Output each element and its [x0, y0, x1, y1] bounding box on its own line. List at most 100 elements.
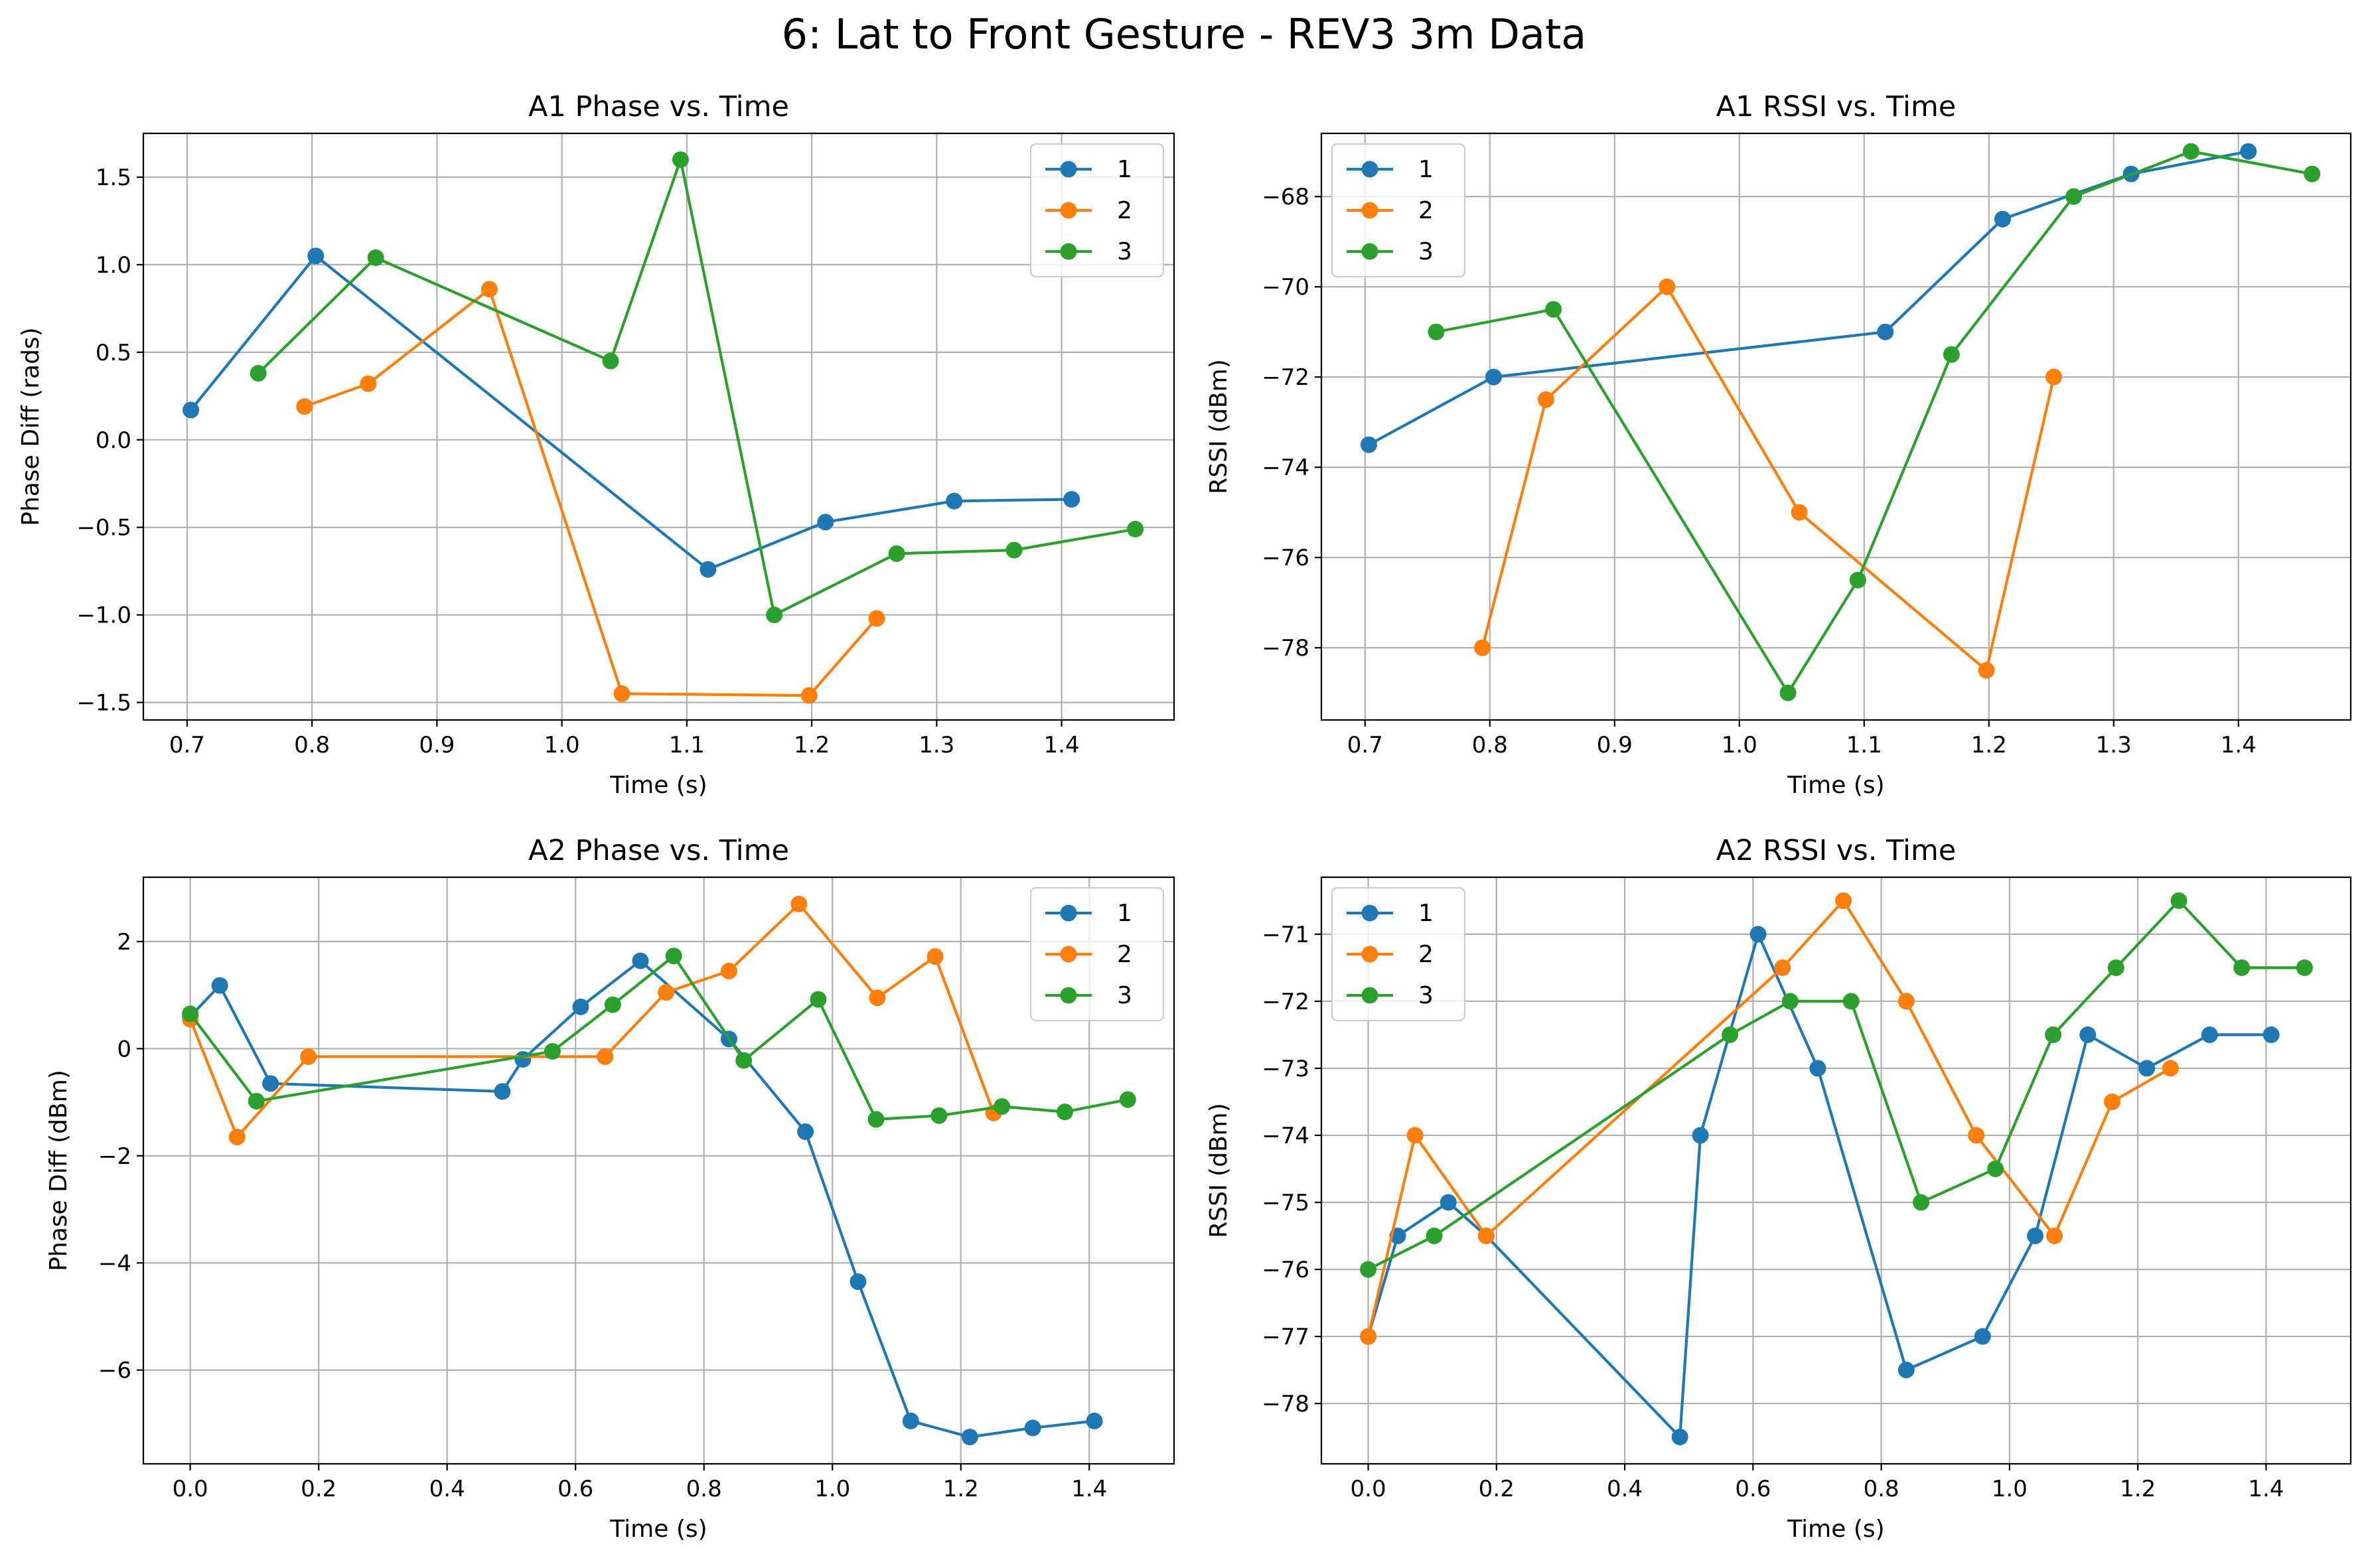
data-point [1119, 1091, 1136, 1108]
data-point [2170, 892, 2187, 909]
data-point [665, 948, 682, 965]
x-tick-label: 0.4 [1607, 1476, 1643, 1502]
x-axis-label: Time (s) [1787, 1516, 1884, 1543]
x-tick-label: 0.9 [419, 732, 455, 758]
x-tick-label: 0.8 [1472, 732, 1508, 758]
x-tick-label: 1.0 [544, 732, 580, 758]
y-tick-label: −74 [1262, 455, 1309, 481]
data-point [1428, 323, 1445, 340]
data-point [850, 1273, 867, 1291]
data-point [1671, 1429, 1688, 1446]
data-point [720, 962, 737, 979]
x-tick-label: 0.2 [1479, 1476, 1515, 1502]
series-line-2 [188, 902, 996, 1139]
y-axis-ticks: −1.5 −1.0 −0.5 0.0 0.5 1.0 1.5 [76, 165, 143, 717]
data-point [868, 610, 885, 627]
legend-item-3: 3 [1347, 238, 1434, 265]
data-point [604, 996, 621, 1013]
legend-label: 3 [1117, 238, 1132, 265]
y-tick-label: −78 [1262, 1391, 1309, 1417]
data-point [1781, 993, 1799, 1010]
subplot-1: 0.7 0.8 0.9 1.0 1.1 1.2 1.3 1.4 −1.5 −1.0 −0.5 0.0 0… [17, 90, 1175, 799]
data-point [1978, 662, 1995, 679]
series-2 [1360, 892, 2179, 1345]
data-point [766, 606, 783, 624]
x-tick-label: 0.8 [686, 1476, 722, 1502]
x-tick-label: 1.4 [1044, 732, 1080, 758]
x-tick-label: 1.1 [669, 732, 705, 758]
y-tick-label: −72 [1262, 364, 1309, 391]
y-tick-label: 2 [117, 929, 131, 956]
data-point [1063, 491, 1080, 508]
data-point [367, 249, 384, 266]
legend-marker [1060, 243, 1077, 260]
legend-marker [1060, 904, 1077, 922]
data-point [1809, 1060, 1826, 1077]
data-point [2065, 188, 2083, 205]
data-point [481, 281, 498, 298]
data-point [672, 151, 689, 169]
data-point [307, 248, 325, 265]
y-axis-ticks: −78 −76 −74 −72 −70 −68 [1262, 184, 1321, 662]
data-point [1485, 368, 1502, 386]
x-axis-label: Time (s) [609, 1516, 707, 1543]
data-point [211, 977, 228, 994]
subplot-4: 0.0 0.2 0.4 0.6 0.8 1.0 1.2 1.4−78−77−76−75−74−… [1205, 834, 2352, 1543]
x-tick-label: 1.4 [1071, 1476, 1107, 1502]
data-point [1849, 571, 1866, 589]
legend-item-1: 1 [1347, 900, 1434, 927]
data-point [1913, 1194, 1930, 1211]
x-tick-label: 0.6 [557, 1476, 593, 1502]
legend-item-3: 3 [1347, 982, 1434, 1009]
x-tick-label: 1.2 [943, 1476, 979, 1502]
y-tick-label: −1.5 [76, 690, 131, 717]
y-axis-ticks: −6 −4 −2 0 2 [98, 929, 143, 1384]
data-point [1005, 541, 1023, 559]
legend-label: 1 [1418, 156, 1434, 183]
legend-marker [1361, 946, 1378, 963]
legend-label: 1 [1117, 900, 1132, 927]
series-line-1 [189, 959, 1095, 1439]
subplot-grid: 0.7 0.8 0.9 1.0 1.1 1.2 1.3 1.4 −1.5−1.0−0.50.00… [17, 90, 2352, 1543]
y-tick-label: −76 [1262, 545, 1309, 571]
x-axis-ticks: 0.0 0.2 0.4 0.6 0.8 1.0 1.2 1.4 [1351, 1464, 2284, 1502]
data-point [800, 687, 818, 704]
data-point [902, 1412, 919, 1429]
legend-item-1: 1 [1045, 156, 1132, 183]
legend-item-1: 1 [1045, 900, 1132, 927]
data-point [888, 545, 905, 562]
legend-item-3: 3 [1045, 982, 1132, 1009]
y-tick-label: −2 [98, 1143, 131, 1170]
legend-label: 3 [1418, 982, 1434, 1009]
data-point [182, 1005, 199, 1023]
legend-box [1331, 143, 1466, 278]
x-tick-label: 1.3 [2096, 732, 2132, 758]
series-line-3 [1367, 899, 2305, 1271]
axes-frame [1320, 132, 2352, 721]
axes-frame [1320, 876, 2352, 1465]
data-point [1994, 210, 2011, 228]
x-axis-ticks: 0.7 0.8 0.9 1.0 1.1 1.2 1.3 1.4 [1347, 720, 2257, 758]
data-point [248, 1092, 265, 1109]
data-point [2045, 1026, 2062, 1043]
series-line-3 [1436, 150, 2313, 695]
series-2 [296, 281, 885, 704]
data-point [572, 998, 589, 1015]
series-1 [1360, 143, 2257, 453]
data-point [1692, 1127, 1709, 1144]
data-point [797, 1123, 814, 1140]
data-point [810, 991, 827, 1008]
x-tick-label: 0.8 [294, 732, 330, 758]
subplot-title: A1 RSSI vs. Time [1716, 90, 1957, 123]
y-tick-label: −74 [1262, 1123, 1309, 1149]
data-point [1537, 391, 1554, 408]
legend-label: 2 [1418, 941, 1434, 968]
x-tick-label: 0.0 [173, 1476, 208, 1502]
y-tick-label: −4 [98, 1250, 131, 1277]
data-point [1779, 684, 1797, 701]
y-tick-label: −71 [1262, 922, 1309, 948]
subplot-2: 0.7 0.8 0.9 1.0 1.1 1.2 1.3 1.4−78−76−74−72−70−… [1205, 90, 2352, 799]
axes-frame [142, 876, 1175, 1465]
y-tick-label: −75 [1262, 1190, 1309, 1216]
